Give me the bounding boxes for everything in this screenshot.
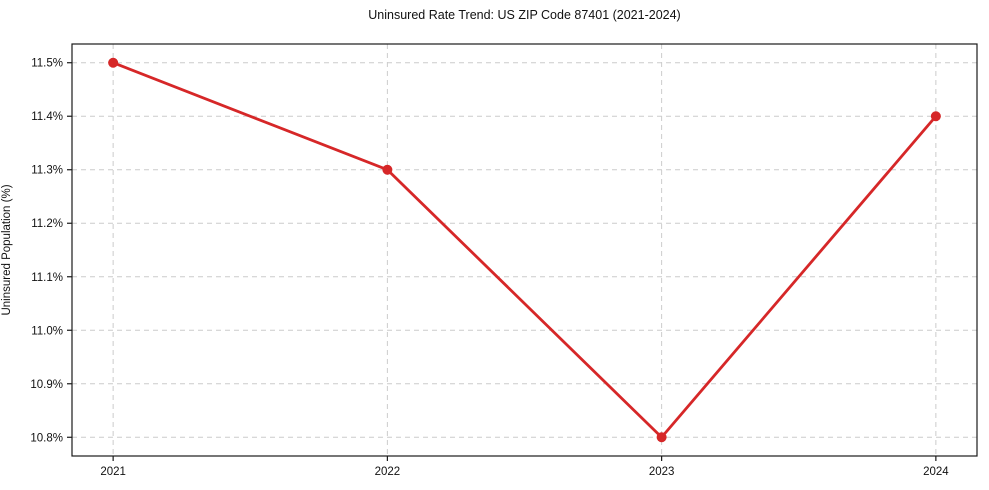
chart-title: Uninsured Rate Trend: US ZIP Code 87401 … [368,8,681,22]
data-point-2024 [930,111,941,122]
x-tick-label: 2024 [923,466,949,478]
y-tick-label: 10.8% [30,432,63,444]
axes-frame [71,43,978,457]
x-tick-label: 2023 [649,466,675,478]
data-point-2023 [656,432,667,443]
x-tick-label: 2021 [100,466,126,478]
y-tick-label: 11.0% [31,325,63,337]
y-tick-label: 11.2% [31,218,63,230]
y-tick-label: 11.1% [31,272,63,284]
data-point-2022 [382,164,393,175]
y-tick-label: 11.4% [31,111,63,123]
y-tick-label: 11.5% [31,58,63,70]
x-tick-label: 2022 [375,466,401,478]
trend-line [111,61,938,439]
y-tick-label: 11.3% [31,165,63,177]
data-point-2021 [108,57,119,68]
y-tick-label: 10.9% [30,379,63,391]
